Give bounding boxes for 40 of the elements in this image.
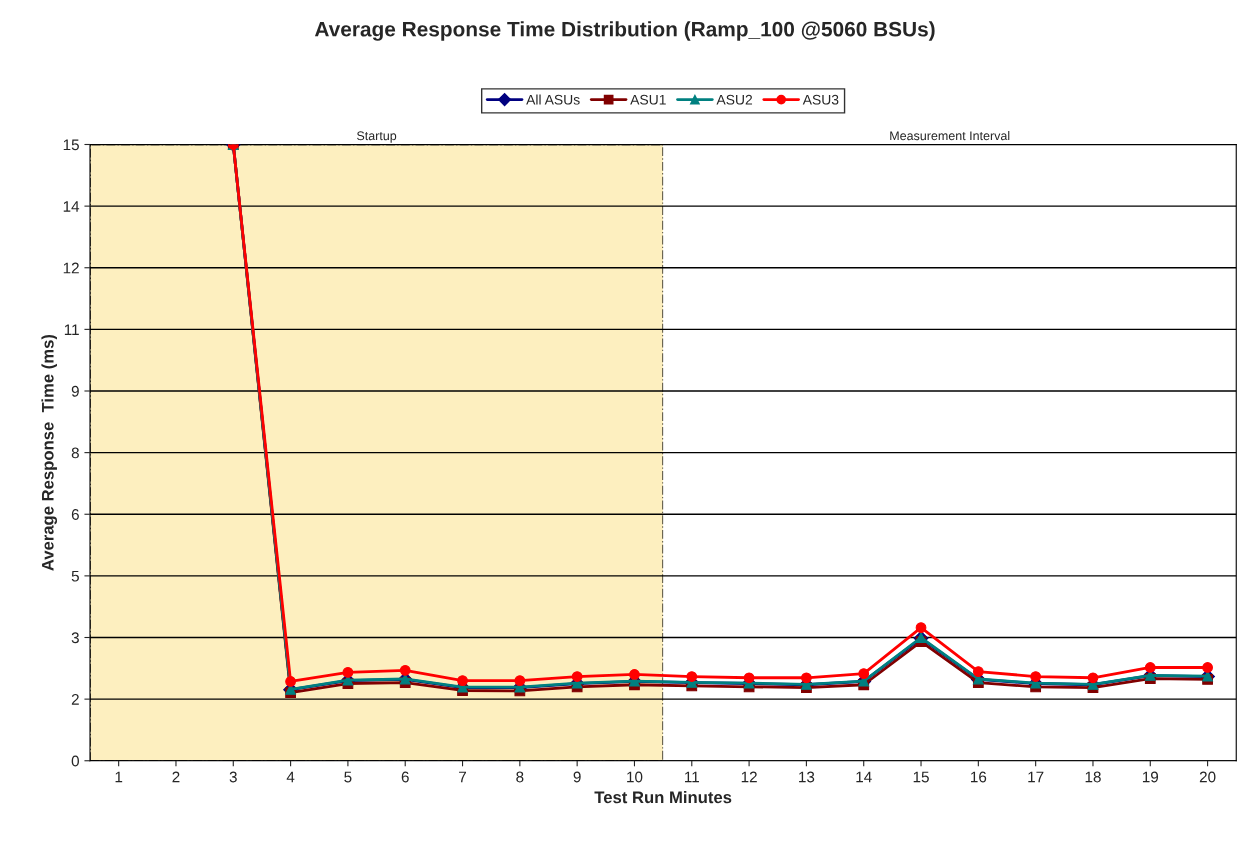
- y-tick-label: 5: [71, 570, 79, 582]
- y-tick-label: 3: [71, 632, 79, 644]
- x-tick-label: 9: [573, 771, 581, 783]
- x-tick-label: 11: [685, 771, 699, 783]
- legend-label: ASU2: [716, 94, 753, 105]
- y-tick-label: 11: [64, 324, 79, 335]
- x-tick-label: 6: [401, 771, 409, 783]
- y-tick-label: 8: [71, 447, 79, 459]
- x-tick-label: 18: [1085, 771, 1101, 783]
- y-tick-label: 2: [71, 693, 79, 705]
- x-tick-label: 5: [344, 771, 352, 783]
- x-tick-label: 12: [741, 771, 757, 783]
- chart-title: Average Response Time Distribution (Ramp_100 @5060 BSUs): [314, 21, 935, 41]
- x-tick-label: 19: [1142, 771, 1159, 783]
- x-tick-label: 10: [627, 771, 643, 783]
- y-tick-label: 9: [71, 385, 79, 397]
- y-tick-label: 12: [63, 262, 79, 274]
- x-tick-label: 2: [172, 771, 180, 783]
- x-axis-title: Test Run Minutes: [594, 790, 732, 804]
- x-tick-label: 15: [913, 771, 929, 783]
- x-tick-label: 7: [459, 771, 467, 783]
- x-tick-label: 20: [1199, 771, 1216, 783]
- x-tick-label: 16: [971, 771, 987, 783]
- band-label: Measurement Interval: [890, 131, 1010, 141]
- band-label: Startup: [356, 131, 397, 143]
- legend-label: ASU1: [630, 94, 666, 105]
- y-tick-label: 0: [71, 755, 79, 767]
- legend-label: All ASUs: [526, 94, 580, 105]
- x-tick-label: 1: [115, 771, 123, 783]
- x-tick-label: 4: [286, 771, 295, 783]
- x-tick-label: 14: [856, 771, 872, 783]
- y-tick-label: 14: [63, 201, 80, 212]
- legend-label: ASU3: [802, 94, 839, 105]
- y-tick-label: 15: [63, 139, 79, 151]
- x-tick-label: 3: [229, 771, 237, 783]
- y-tick-label: 6: [71, 509, 79, 520]
- y-axis-title: Average Response Time (ms): [41, 334, 58, 571]
- x-tick-label: 17: [1028, 771, 1044, 783]
- x-tick-label: 8: [516, 771, 524, 783]
- x-tick-label: 13: [799, 771, 815, 783]
